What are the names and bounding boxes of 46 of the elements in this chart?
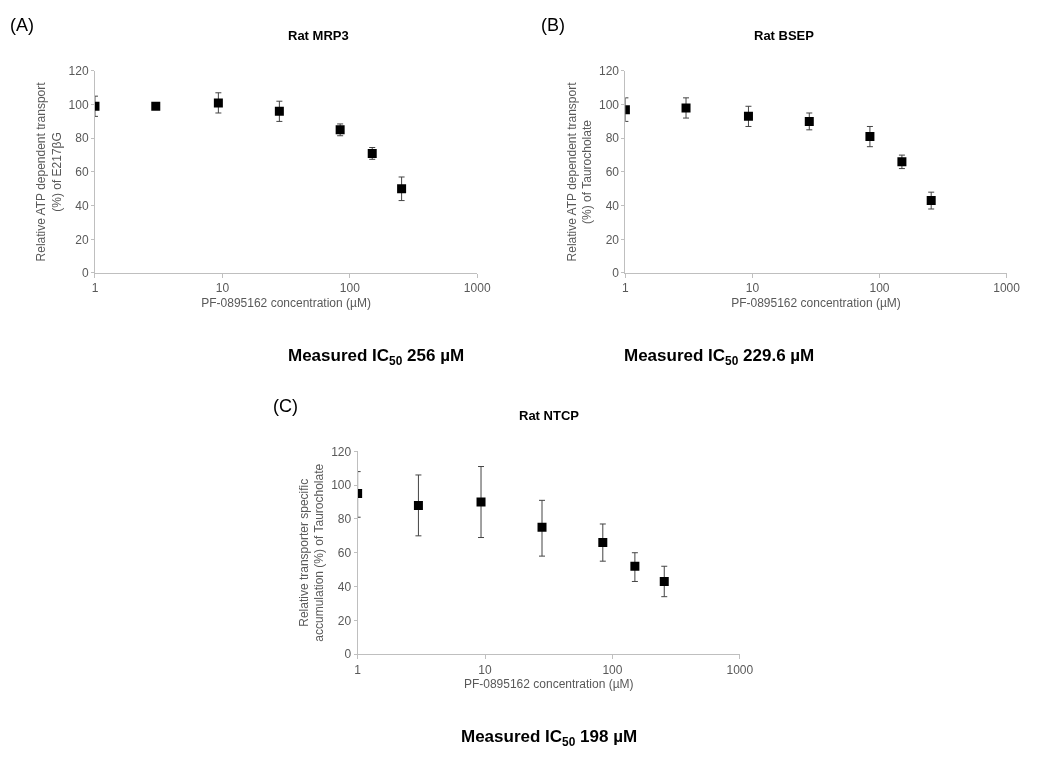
y-tick-label: 20 — [75, 232, 89, 247]
y-tick-label: 120 — [598, 64, 620, 79]
y-tick-label: 40 — [337, 579, 352, 594]
x-tick-label: 100 — [869, 281, 890, 296]
y-tick-label: 0 — [81, 266, 89, 281]
text: Measured IC$_{50}$ 229.6 µM — [624, 346, 815, 368]
y-axis-title: Relative ATP dependent transport (%) of Taurocholate — [564, 81, 595, 262]
x-axis-title: PF-0895162 concentration (µM) — [463, 677, 634, 692]
x-axis-title: PF-0895162 concentration (µM) — [201, 296, 371, 311]
x-tick-label: 1000 — [726, 662, 754, 677]
y-tick-label: 40 — [605, 198, 620, 213]
text: Measured IC$_{50}$ 256 µM — [288, 346, 465, 368]
y-tick-label: 100 — [331, 478, 352, 493]
x-tick-label: 10 — [215, 281, 230, 296]
chart-title: Rat MRP3 — [288, 28, 349, 43]
y-tick-label: 0 — [612, 266, 620, 281]
x-tick-label: 1000 — [463, 281, 491, 296]
text: (C) — [273, 396, 298, 416]
y-tick-label: 20 — [605, 232, 620, 247]
y-tick-label: 80 — [605, 131, 620, 146]
y-axis-title: Relative transporter specific accumulation (%) of Taurocholate — [296, 463, 327, 642]
y-tick-label: 60 — [75, 165, 89, 180]
y-tick-label: 80 — [75, 131, 89, 146]
x-tick-label: 10 — [478, 662, 493, 677]
x-tick-label: 1 — [354, 662, 362, 677]
chart-title: Rat NTCP — [519, 408, 580, 423]
y-tick-label: 20 — [337, 613, 352, 628]
y-tick-label: 100 — [598, 97, 620, 112]
y-tick-label: 0 — [344, 647, 352, 662]
x-tick-label: 10 — [745, 281, 760, 296]
text: Measured IC$_{50}$ 198 µM — [461, 727, 638, 749]
y-tick-label: 100 — [68, 97, 89, 112]
y-tick-label: 120 — [331, 444, 352, 459]
y-tick-label: 60 — [605, 165, 620, 180]
x-tick-label: 1 — [622, 281, 630, 296]
y-tick-label: 40 — [75, 198, 89, 213]
chart-title: Rat BSEP — [754, 28, 815, 43]
text: (B) — [541, 15, 565, 35]
text: (A) — [10, 15, 34, 35]
x-tick-label: 1000 — [993, 281, 1021, 296]
x-tick-label: 1 — [91, 281, 99, 296]
y-tick-label: 80 — [337, 512, 352, 527]
y-tick-label: 60 — [337, 545, 352, 560]
x-axis-title: PF-0895162 concentration (µM) — [731, 296, 901, 311]
y-axis-title: Relative ATP dependent transport (%) of E217βG — [34, 81, 64, 262]
y-tick-label: 120 — [68, 64, 89, 79]
